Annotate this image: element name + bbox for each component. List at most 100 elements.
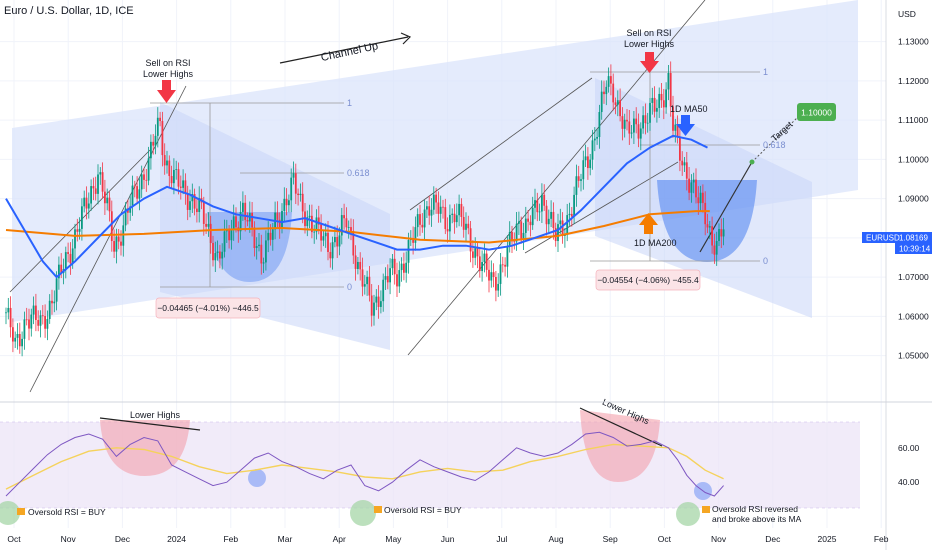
candle-body [193,194,196,209]
candle-body [260,244,263,264]
candle-body [336,236,339,247]
candle-body [161,121,164,156]
candle-body [515,223,518,242]
candle-body [377,296,380,307]
candle-body [697,197,700,204]
candle-body [405,262,408,273]
candle-body [313,231,316,233]
channel-line-2c [524,161,679,254]
candle-body [718,229,720,242]
candle-body [492,272,495,278]
candle-body [198,198,201,213]
candle-body [306,217,309,227]
candle-body [39,315,42,326]
candle-body [16,333,19,338]
x-tick-label: Aug [548,534,563,544]
candle-body [12,327,14,342]
candle-body [469,228,472,252]
candle-body [228,230,230,241]
rsi-arc-2 [580,410,660,482]
candle-body [83,197,86,207]
candle-body [396,274,398,287]
fib1-mid-label: 0.618 [347,168,370,178]
candle-body [173,169,175,184]
candle-body [584,156,587,161]
candle-body [398,270,401,287]
candle-body [340,215,343,236]
x-tick-label: Sep [603,534,618,544]
channel-up-arrow-line [279,36,409,64]
candle-body [614,102,617,105]
x-tick-label: Apr [333,534,346,544]
candle-body [690,182,693,193]
candle-body [708,226,711,228]
candle-body [672,106,674,131]
candle-body [255,246,258,248]
candle-body [347,227,350,228]
candle-body [239,211,242,232]
ma50-line [5,134,708,279]
candle-body [14,337,17,342]
candle-body [561,220,564,237]
target-dotted-line [751,114,801,163]
candle-body [129,206,132,213]
candle-body [294,173,297,194]
rsi-rev-label-2: and broke above its MA [712,514,802,524]
candle-body [619,100,621,117]
channel-up-arrow-head [400,32,412,45]
candle-body [715,241,718,255]
candle-body [143,174,145,180]
target-value: 1.10000 [801,108,832,118]
candle-body [147,158,150,181]
fib2-top-label: 1 [763,67,768,77]
candle-body [552,211,555,228]
candle-body [37,319,40,326]
candle-body [444,207,447,230]
candle-body [191,194,194,202]
candle-body [536,200,539,213]
candle-body [646,122,649,124]
candle-body [462,216,465,230]
candle-body [278,219,281,228]
candle-body [653,97,656,112]
candle-body [483,253,486,263]
candle-body [416,214,419,228]
chart-title: Euro / U.S. Dollar, 1D, ICE [4,5,134,17]
candle-body [276,212,279,220]
candle-body [513,241,516,243]
candle-body [104,191,106,204]
candle-body [465,223,467,230]
candle-body [660,93,663,101]
rsi-tick-label: 60.00 [898,443,920,453]
candle-body [380,301,382,307]
ma200-line [5,210,710,244]
candle-body [432,194,435,210]
price-tag-countdown-bg [895,243,932,254]
candle-body [506,246,509,267]
candle-body [458,203,460,216]
x-tick-label: Oct [658,534,672,544]
candle-body [281,210,283,228]
candle-body [32,305,35,315]
buy-icon-2 [374,506,382,513]
candle-body [667,73,670,90]
candle-body [152,141,155,146]
y-tick-label: 1.07000 [898,272,929,282]
candle-body [658,93,661,109]
candle-body [299,193,302,196]
candle-body [311,215,313,233]
candle-body [7,307,10,313]
x-tick-label: 2025 [818,534,837,544]
candle-body [168,160,171,177]
candle-body [605,86,608,95]
candle-body [524,218,527,233]
candle-body [67,252,69,254]
price-labels: Euro / U.S. Dollar, 1D, ICE Sell on RSI … [4,5,795,292]
rsi-buy-circle-1 [0,501,20,525]
candle-body [547,218,550,225]
signal-arrows [157,52,695,234]
rsi-tick-label: 40.00 [898,477,920,487]
candle-body [428,206,431,216]
candle-body [292,173,295,178]
candle-body [288,200,290,206]
